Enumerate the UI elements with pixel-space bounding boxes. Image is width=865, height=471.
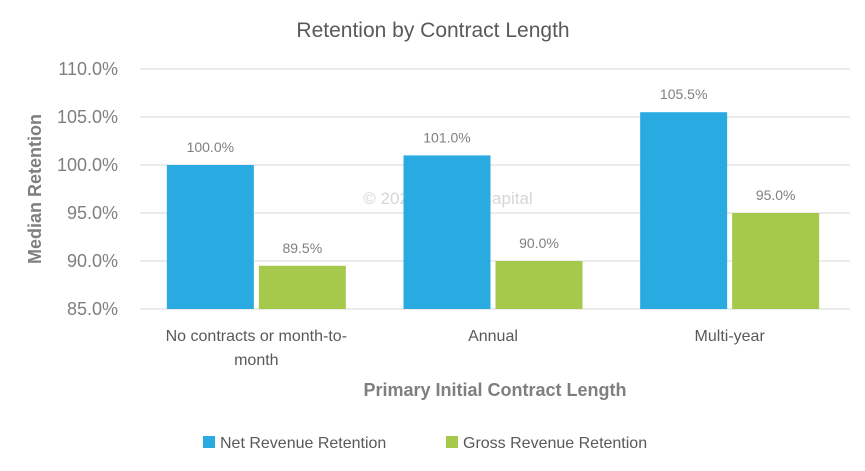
legend: Net Revenue Retention Gross Revenue Reten… (203, 435, 647, 452)
legend-swatch (446, 436, 458, 448)
y-tick-label: 105.0% (57, 107, 118, 127)
data-label: 101.0% (423, 129, 470, 145)
y-axis-ticks: 85.0% 90.0% 95.0% 100.0% 105.0% 110.0% (57, 59, 118, 319)
y-tick-label: 110.0% (58, 59, 118, 79)
x-tick-label: No contracts or month-to- (166, 328, 347, 345)
bar-gross-1 (495, 261, 583, 309)
y-axis-title: Median Retention (25, 114, 45, 264)
chart-title: Retention by Contract Length (296, 19, 569, 42)
bar-gross-0 (258, 265, 346, 309)
x-tick-label: month (234, 352, 278, 369)
data-label: 100.0% (187, 139, 234, 155)
y-tick-label: 100.0% (57, 155, 118, 175)
data-label: 95.0% (756, 187, 796, 203)
x-axis-ticks: No contracts or month-to-month Annual Mult… (166, 328, 766, 369)
legend-swatch (203, 436, 215, 448)
bar-net-0 (166, 165, 254, 309)
bar-net-1 (403, 155, 491, 309)
bar-gross-2 (732, 213, 820, 309)
x-tick-label: Multi-year (695, 328, 766, 345)
y-tick-label: 85.0% (67, 299, 118, 319)
gridlines (140, 68, 850, 310)
bars (166, 112, 820, 309)
data-label: 90.0% (519, 235, 559, 251)
data-label: 89.5% (282, 240, 322, 256)
data-labels: 100.0% 89.5% 101.0% 90.0% 105.5% 95.0% (187, 86, 796, 256)
bar-net-2 (640, 112, 728, 309)
legend-label: Net Revenue Retention (220, 435, 386, 452)
x-axis-title: Primary Initial Contract Length (363, 380, 626, 400)
y-tick-label: 95.0% (67, 203, 118, 223)
data-label: 105.5% (660, 86, 707, 102)
legend-label: Gross Revenue Retention (463, 435, 647, 452)
y-tick-label: 90.0% (67, 251, 118, 271)
x-tick-label: Annual (468, 328, 518, 345)
